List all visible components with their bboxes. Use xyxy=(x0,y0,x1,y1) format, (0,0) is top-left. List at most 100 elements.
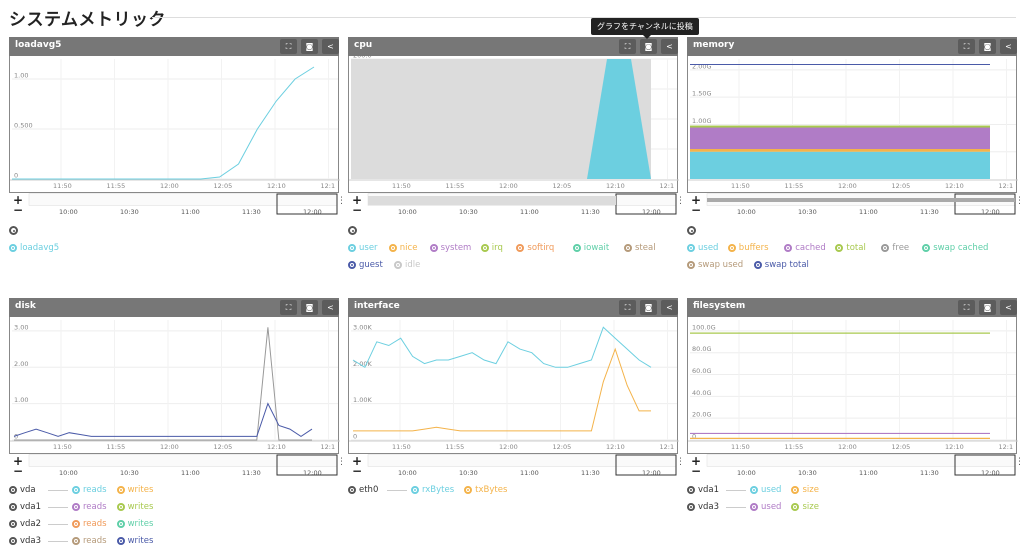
legend-item[interactable]: total xyxy=(835,243,866,253)
range-navigator[interactable]: + − 10:00 10:30 11:00 11:30 12:00 ⋮ xyxy=(9,193,346,217)
range-navigator[interactable]: + − 10:00 10:30 11:00 11:30 12:00 ⋮ xyxy=(348,454,685,478)
chart-area[interactable]: 2.00G1.50G1.00G500M11:5011:5512:0012:051… xyxy=(687,56,1018,193)
legend-item[interactable]: idle xyxy=(394,260,420,270)
chart-area[interactable]: 100.0G 80.0G 60.0G 40.0G 20.0G 0 11:50 11:55 12:… xyxy=(687,317,1018,454)
zoom-in-button[interactable]: + xyxy=(352,193,363,207)
navigator-handle[interactable]: ⋮ xyxy=(337,457,346,467)
fit-button[interactable]: ⛶ xyxy=(958,300,975,315)
legend-toggle-icon[interactable] xyxy=(72,520,80,528)
legend-item[interactable]: buffers xyxy=(727,243,769,253)
legend-toggle-icon[interactable] xyxy=(791,486,800,494)
screenshot-button[interactable]: ◙ xyxy=(979,39,996,54)
legend-item[interactable]: user xyxy=(348,243,378,253)
device-toggle-icon[interactable] xyxy=(9,503,17,511)
x-tick-label: 12:10 xyxy=(267,443,286,451)
legend-item[interactable]: loadavg5 xyxy=(9,243,59,253)
fit-button[interactable]: ⛶ xyxy=(619,39,636,54)
range-navigator[interactable]: + − 10:00 10:30 11:00 11:30 12:00 ⋮ xyxy=(687,454,1024,478)
zoom-out-button[interactable]: − xyxy=(13,203,24,217)
share-button[interactable]: < xyxy=(661,300,678,315)
legend-item[interactable]: swap used xyxy=(687,260,743,270)
legend-toggle-icon xyxy=(881,244,890,252)
navigator-handle[interactable]: ⋮ xyxy=(1015,457,1024,467)
navigator-handle[interactable]: ⋮ xyxy=(337,196,346,206)
legend-toggle-icon[interactable] xyxy=(72,486,80,494)
navigator-handle[interactable]: ⋮ xyxy=(676,196,685,206)
legend-item[interactable]: system xyxy=(429,243,471,253)
chart-area[interactable]: 3.00K 2.00K 1.00K 0 11:50 11:55 12:00 12:05 12:1… xyxy=(348,317,679,454)
zoom-in-button[interactable]: + xyxy=(13,454,24,468)
range-navigator[interactable]: + − 10:00 10:30 11:00 11:30 12:00 ⋮ xyxy=(687,193,1024,217)
legend-toggle-icon[interactable] xyxy=(116,503,125,511)
zoom-out-button[interactable]: − xyxy=(352,203,363,217)
zoom-in-button[interactable]: + xyxy=(352,454,363,468)
screenshot-button[interactable]: ◙ xyxy=(301,300,318,315)
chart-area[interactable]: 1.00 0.500 0 11:50 11:55 12:00 12:05 12:10 12:1 xyxy=(9,56,340,193)
legend-item[interactable]: guest xyxy=(348,260,383,270)
zoom-out-button[interactable]: − xyxy=(691,203,702,217)
device-toggle-icon[interactable] xyxy=(687,486,695,494)
fit-button[interactable]: ⛶ xyxy=(958,39,975,54)
legend-toggle-icon[interactable] xyxy=(116,537,125,545)
legend-settings-icon[interactable] xyxy=(9,226,18,235)
screenshot-button[interactable]: ◙ xyxy=(640,39,657,54)
legend-toggle-icon[interactable] xyxy=(72,503,80,511)
legend-toggle-icon[interactable] xyxy=(116,520,125,528)
share-button[interactable]: < xyxy=(322,300,339,315)
x-tick-label: 11:55 xyxy=(446,443,465,451)
navigator-tick-label: 10:00 xyxy=(59,469,78,477)
legend-toggle-icon[interactable] xyxy=(72,537,80,545)
navigator-tick-label: 11:30 xyxy=(581,469,600,477)
legend-item[interactable]: iowait xyxy=(572,243,609,253)
range-navigator[interactable]: + − 10:00 10:30 11:00 11:30 12:00 ⋮ xyxy=(9,454,346,478)
legend-toggle-icon[interactable] xyxy=(750,486,758,494)
navigator-tick-label: 12:00 xyxy=(303,469,322,477)
screenshot-button[interactable]: ◙ xyxy=(640,300,657,315)
legend-item[interactable]: irq xyxy=(480,243,503,253)
fit-button[interactable]: ⛶ xyxy=(619,300,636,315)
device-toggle-icon[interactable] xyxy=(9,537,17,545)
fit-button[interactable]: ⛶ xyxy=(280,300,297,315)
legend-settings-icon[interactable] xyxy=(687,226,696,235)
legend-item[interactable]: steal xyxy=(624,243,656,253)
zoom-in-button[interactable]: + xyxy=(13,193,24,207)
legend-toggle-icon[interactable] xyxy=(464,486,473,494)
device-toggle-icon[interactable] xyxy=(348,486,356,494)
share-button[interactable]: < xyxy=(1000,39,1017,54)
legend-toggle-icon[interactable] xyxy=(791,503,800,511)
navigator-handle[interactable]: ⋮ xyxy=(1015,196,1024,206)
x-tick-label: 12:1 xyxy=(999,182,1014,190)
device-toggle-icon[interactable] xyxy=(9,520,17,528)
share-button[interactable]: < xyxy=(661,39,678,54)
share-button[interactable]: < xyxy=(322,39,339,54)
legend-toggle-icon[interactable] xyxy=(411,486,419,494)
zoom-out-button[interactable]: − xyxy=(352,464,363,478)
legend-item[interactable]: cached xyxy=(784,243,826,253)
y-tick-label: 0 xyxy=(14,172,18,180)
zoom-out-button[interactable]: − xyxy=(13,464,24,478)
legend-toggle-icon[interactable] xyxy=(116,486,125,494)
device-toggle-icon[interactable] xyxy=(9,486,17,494)
legend-item[interactable]: swap cached xyxy=(922,243,988,253)
screenshot-button[interactable]: ◙ xyxy=(301,39,318,54)
legend-item[interactable]: used xyxy=(687,243,718,253)
zoom-in-button[interactable]: + xyxy=(691,454,702,468)
zoom-out-button[interactable]: − xyxy=(691,464,702,478)
navigator-handle[interactable]: ⋮ xyxy=(676,457,685,467)
legend-item[interactable]: softirq xyxy=(516,243,554,253)
zoom-in-button[interactable]: + xyxy=(691,193,702,207)
chart-area[interactable]: 200.0150.0100.050.011:5011:5512:0012:051… xyxy=(348,56,679,193)
legend-toggle-icon[interactable] xyxy=(750,503,758,511)
legend-item[interactable]: nice xyxy=(388,243,417,253)
share-button[interactable]: < xyxy=(1000,300,1017,315)
legend-item[interactable]: free xyxy=(881,243,909,253)
fit-button[interactable]: ⛶ xyxy=(280,39,297,54)
device-toggle-icon[interactable] xyxy=(687,503,695,511)
navigator-tick-label: 11:30 xyxy=(581,208,600,216)
legend-item[interactable]: swap total xyxy=(753,260,809,270)
legend-settings-icon[interactable] xyxy=(348,226,357,235)
range-navigator[interactable]: + − 10:00 10:30 11:00 11:30 12:00 ⋮ xyxy=(348,193,685,217)
chart-area[interactable]: 3.00 2.00 1.00 0 11:50 11:55 12:00 12:05 12:10 12… xyxy=(9,317,340,454)
fit-icon: ⛶ xyxy=(624,42,631,51)
screenshot-button[interactable]: ◙ xyxy=(979,300,996,315)
